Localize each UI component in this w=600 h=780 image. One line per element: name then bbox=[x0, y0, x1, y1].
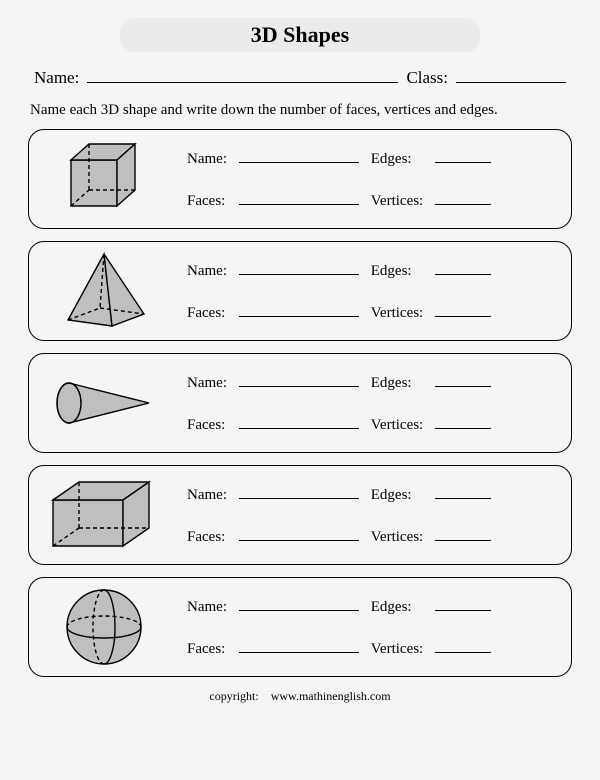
footer: copyright: www.mathinenglish.com bbox=[28, 689, 572, 704]
name-blank[interactable] bbox=[239, 371, 359, 387]
faces-label: Faces: bbox=[187, 641, 227, 658]
fields-pyramid: Name: Edges: Faces: Vertices: bbox=[169, 259, 555, 323]
class-label: Class: bbox=[406, 68, 448, 88]
copyright-label: copyright: bbox=[209, 689, 258, 703]
name-label: Name: bbox=[187, 151, 227, 168]
name-label: Name: bbox=[187, 599, 227, 616]
vertices-blank[interactable] bbox=[435, 526, 491, 542]
name-blank[interactable] bbox=[239, 147, 359, 163]
edges-blank[interactable] bbox=[435, 147, 491, 163]
shape-box-cone: Name: Edges: Faces: Vertices: bbox=[28, 353, 572, 453]
shape-box-sphere: Name: Edges: Faces: Vertices: bbox=[28, 577, 572, 677]
instructions: Name each 3D shape and write down the nu… bbox=[28, 102, 572, 119]
shape-box-pyramid: Name: Edges: Faces: Vertices: bbox=[28, 241, 572, 341]
faces-blank[interactable] bbox=[239, 526, 359, 542]
vertices-label: Vertices: bbox=[371, 193, 423, 210]
faces-blank[interactable] bbox=[239, 414, 359, 430]
vertices-blank[interactable] bbox=[435, 414, 491, 430]
edges-label: Edges: bbox=[371, 599, 423, 616]
faces-blank[interactable] bbox=[239, 190, 359, 206]
fields-cuboid: Name: Edges: Faces: Vertices: bbox=[169, 483, 555, 547]
header-row: Name: Class: bbox=[28, 64, 572, 88]
edges-blank[interactable] bbox=[435, 483, 491, 499]
vertices-label: Vertices: bbox=[371, 529, 423, 546]
shape-box-cuboid: Name: Edges: Faces: Vertices: bbox=[28, 465, 572, 565]
name-label: Name: bbox=[187, 375, 227, 392]
edges-label: Edges: bbox=[371, 375, 423, 392]
name-blank[interactable] bbox=[239, 259, 359, 275]
faces-label: Faces: bbox=[187, 529, 227, 546]
name-blank[interactable] bbox=[239, 595, 359, 611]
fields-cube: Name: Edges: Faces: Vertices: bbox=[169, 147, 555, 211]
edges-blank[interactable] bbox=[435, 595, 491, 611]
edges-label: Edges: bbox=[371, 263, 423, 280]
edges-label: Edges: bbox=[371, 487, 423, 504]
vertices-blank[interactable] bbox=[435, 638, 491, 654]
name-blank[interactable] bbox=[239, 483, 359, 499]
vertices-label: Vertices: bbox=[371, 641, 423, 658]
edges-blank[interactable] bbox=[435, 371, 491, 387]
cuboid-icon bbox=[39, 471, 169, 559]
shape-box-cube: Name: Edges: Faces: Vertices: bbox=[28, 129, 572, 229]
vertices-blank[interactable] bbox=[435, 190, 491, 206]
faces-label: Faces: bbox=[187, 417, 227, 434]
pyramid-icon bbox=[39, 247, 169, 335]
faces-blank[interactable] bbox=[239, 638, 359, 654]
cone-icon bbox=[39, 359, 169, 447]
fields-cone: Name: Edges: Faces: Vertices: bbox=[169, 371, 555, 435]
site-label: www.mathinenglish.com bbox=[271, 689, 391, 703]
edges-blank[interactable] bbox=[435, 259, 491, 275]
name-label: Name: bbox=[187, 487, 227, 504]
class-blank[interactable] bbox=[456, 64, 566, 83]
vertices-blank[interactable] bbox=[435, 302, 491, 318]
name-blank[interactable] bbox=[87, 64, 398, 83]
edges-label: Edges: bbox=[371, 151, 423, 168]
vertices-label: Vertices: bbox=[371, 417, 423, 434]
faces-blank[interactable] bbox=[239, 302, 359, 318]
fields-sphere: Name: Edges: Faces: Vertices: bbox=[169, 595, 555, 659]
faces-label: Faces: bbox=[187, 305, 227, 322]
sphere-icon bbox=[39, 583, 169, 671]
vertices-label: Vertices: bbox=[371, 305, 423, 322]
name-label: Name: bbox=[187, 263, 227, 280]
faces-label: Faces: bbox=[187, 193, 227, 210]
cube-icon bbox=[39, 135, 169, 223]
worksheet-title: 3D Shapes bbox=[120, 18, 480, 52]
name-label: Name: bbox=[34, 68, 79, 88]
